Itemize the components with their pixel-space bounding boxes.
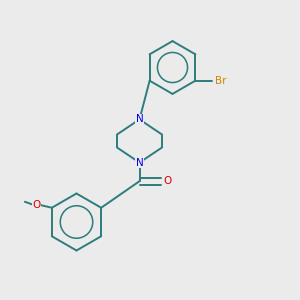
Text: O: O <box>163 176 172 186</box>
Text: Br: Br <box>215 76 226 86</box>
Text: N: N <box>136 114 143 124</box>
Text: N: N <box>136 158 143 168</box>
Text: O: O <box>32 200 40 210</box>
